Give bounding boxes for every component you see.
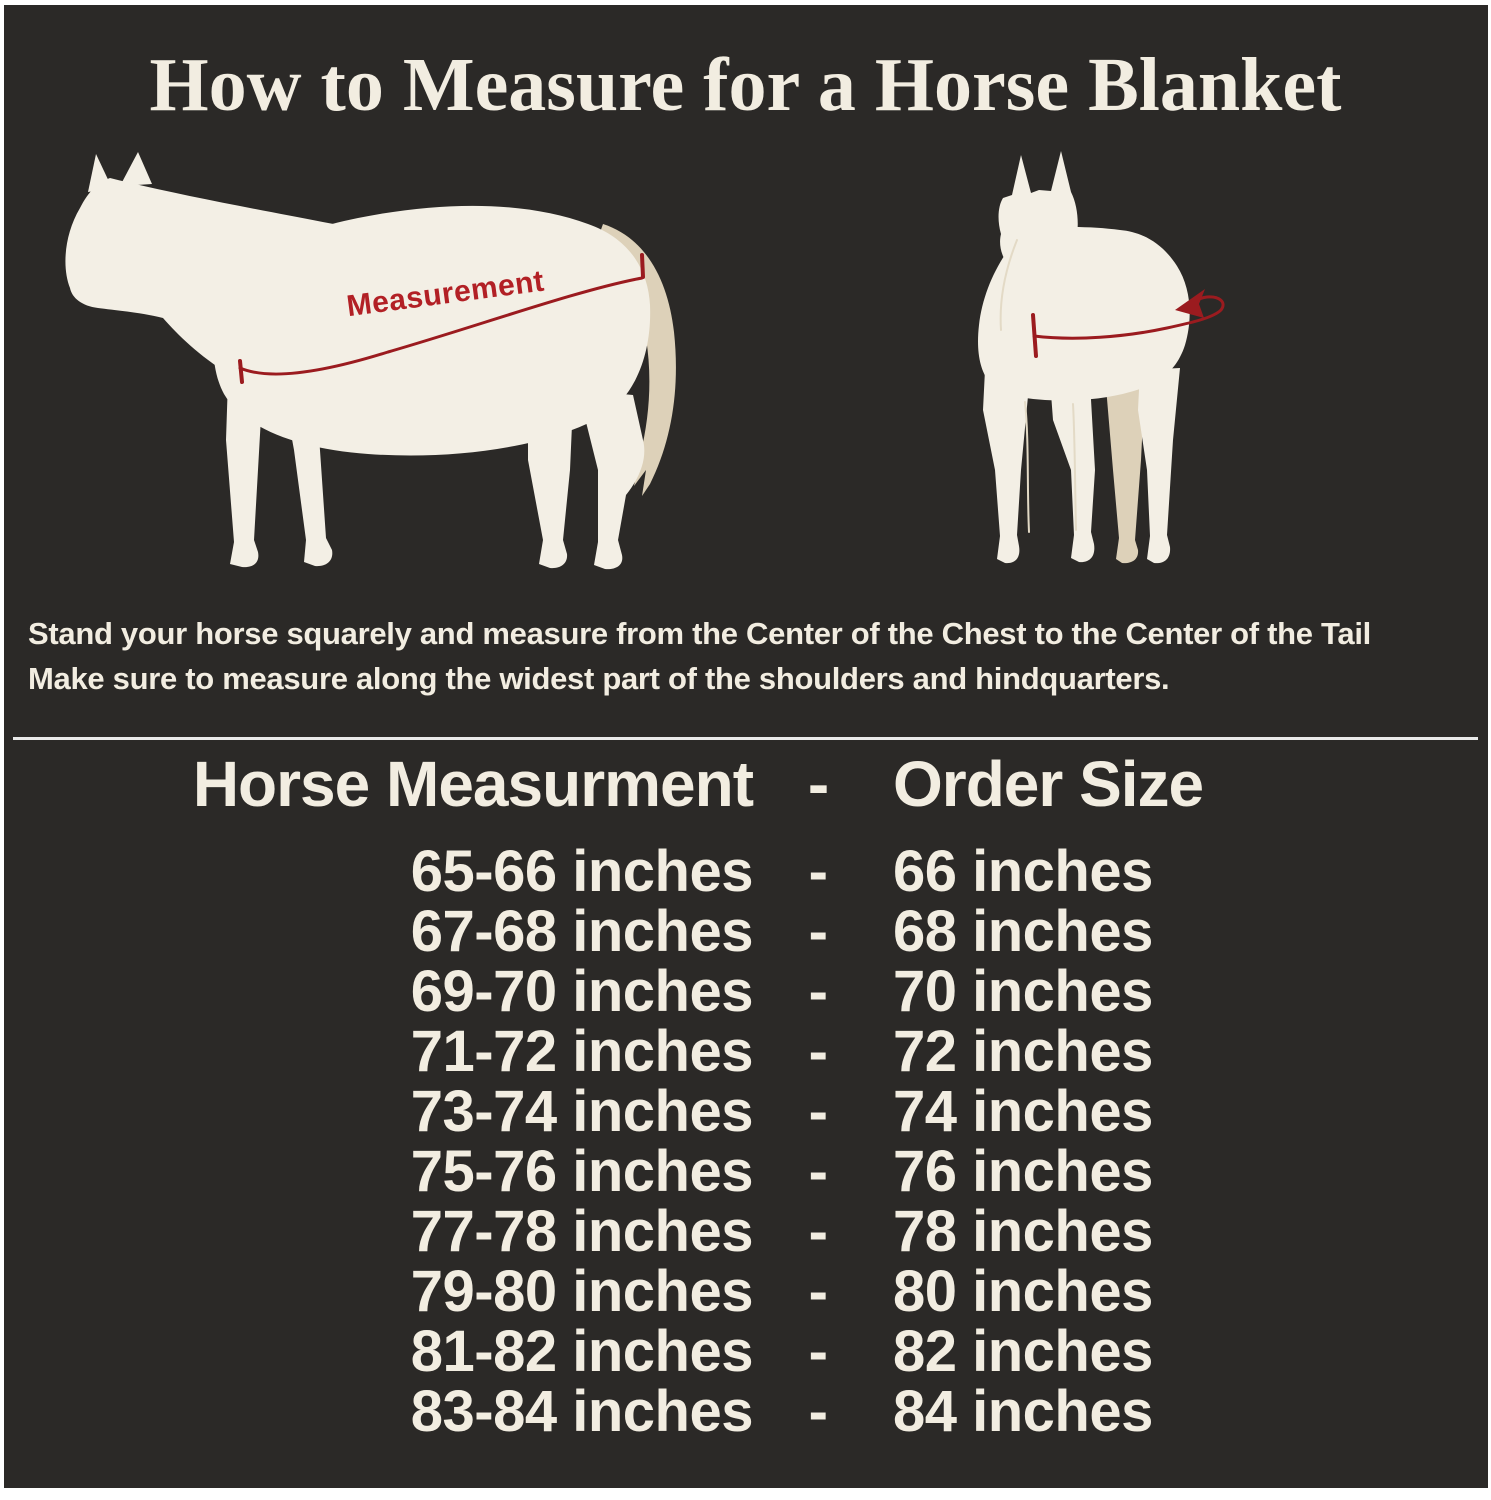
front-view-horse-illustration [978, 151, 1225, 564]
girth-line [1032, 295, 1225, 340]
horse-hind-leg [578, 390, 645, 570]
horse-hind-leg [1138, 368, 1180, 564]
measurement-column-header: Horse Measurment [192, 748, 754, 820]
measurement-line [238, 276, 644, 376]
order-size-value: 66 inches [893, 839, 1153, 904]
horse-hind-leg [528, 400, 573, 569]
horse-front-leg [983, 370, 1030, 564]
horse-detail-line [1072, 403, 1077, 531]
horse-detail-line [1024, 401, 1030, 533]
size-chart: Horse Measurment - Order Size 65-66 inch… [0, 748, 1491, 1442]
size-chart-row: 67-68 inches - 68 inches [0, 902, 1491, 962]
horse-measurement-value: 81-82 inches [410, 1319, 754, 1384]
order-size-value: 80 inches [893, 1259, 1153, 1324]
horse-front-leg [1050, 380, 1095, 563]
order-size-value: 68 inches [893, 899, 1153, 964]
size-chart-rows: 65-66 inches - 66 inches 67-68 inches - … [0, 842, 1491, 1442]
instructions-line2: Make sure to measure along the widest pa… [28, 661, 1170, 696]
instructions-line1: Stand your horse squarely and measure fr… [28, 616, 1371, 651]
order-size-value: 84 inches [893, 1379, 1153, 1444]
size-chart-row: 75-76 inches - 76 inches [0, 1142, 1491, 1202]
size-chart-row: 71-72 inches - 72 inches [0, 1022, 1491, 1082]
horse-measurement-value: 83-84 inches [410, 1379, 754, 1444]
horse-measurement-value: 77-78 inches [410, 1199, 754, 1264]
horse-measurement-value: 75-76 inches [410, 1139, 754, 1204]
horse-tail [598, 224, 676, 496]
order-size-value: 70 inches [893, 959, 1153, 1024]
size-chart-row: 81-82 inches - 82 inches [0, 1322, 1491, 1382]
size-chart-row: 83-84 inches - 84 inches [0, 1382, 1491, 1442]
horse-measurement-value: 65-66 inches [410, 839, 754, 904]
order-size-value: 78 inches [893, 1199, 1153, 1264]
measurement-end-tick [640, 253, 645, 279]
size-chart-row: 79-80 inches - 80 inches [0, 1262, 1491, 1322]
order-size-column-header: Order Size [893, 748, 1204, 820]
horse-head [65, 178, 418, 391]
side-view-horse-illustration [65, 152, 676, 570]
order-size-value: 82 inches [893, 1319, 1153, 1384]
row-separator: - [808, 1079, 828, 1144]
row-separator: - [808, 959, 828, 1024]
horse-detail-line [999, 239, 1018, 331]
horse-measurement-value: 69-70 inches [410, 959, 754, 1024]
size-chart-row: 69-70 inches - 70 inches [0, 962, 1491, 1022]
measurement-start-tick [238, 359, 244, 384]
row-separator: - [808, 839, 828, 904]
size-chart-row: 77-78 inches - 78 inches [0, 1202, 1491, 1262]
horse-measurement-value: 73-74 inches [410, 1079, 754, 1144]
size-chart-row: 65-66 inches - 66 inches [0, 842, 1491, 902]
order-size-value: 72 inches [893, 1019, 1153, 1084]
row-separator: - [808, 1319, 828, 1384]
horse-measurement-value: 67-68 inches [410, 899, 754, 964]
instructions: Stand your horse squarely and measure fr… [28, 611, 1468, 701]
row-separator: - [808, 899, 828, 964]
horse-inner-hind-leg [1105, 375, 1145, 564]
horse-measurement-value: 71-72 inches [410, 1019, 754, 1084]
page-title: How to Measure for a Horse Blanket [149, 43, 1342, 127]
horse-ear [120, 152, 152, 186]
horse-measurement-value: 79-80 inches [410, 1259, 754, 1324]
header-separator: - [807, 748, 829, 820]
order-size-value: 74 inches [893, 1079, 1153, 1144]
size-chart-header: Horse Measurment - Order Size [0, 748, 1491, 820]
horse-head [998, 151, 1081, 300]
horse-ear [88, 154, 112, 192]
row-separator: - [808, 1259, 828, 1324]
girth-arrowhead-icon [1175, 289, 1205, 318]
row-separator: - [808, 1199, 828, 1264]
section-divider [13, 737, 1478, 740]
row-separator: - [808, 1379, 828, 1444]
row-separator: - [808, 1139, 828, 1204]
horse-front-leg [226, 380, 263, 568]
order-size-value: 76 inches [893, 1139, 1153, 1204]
size-chart-row: 73-74 inches - 74 inches [0, 1082, 1491, 1142]
row-separator: - [808, 1019, 828, 1084]
